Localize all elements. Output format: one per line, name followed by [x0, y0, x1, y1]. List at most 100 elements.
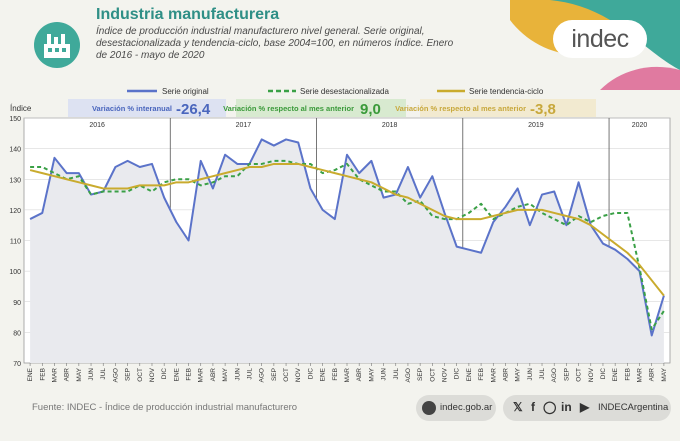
social-handle: INDECArgentina: [598, 402, 669, 413]
x-tick-label: OCT: [429, 368, 436, 382]
plot-area: 70 80 90 100 110 120 130 140 150 2016 2017 2018 2019…: [9, 116, 671, 383]
x-tick-label: ENE: [173, 367, 180, 381]
factory-icon: [34, 22, 80, 68]
x-tick-label: MAR: [637, 368, 644, 383]
year-label: 2018: [382, 122, 398, 129]
stat-value: 9,0: [360, 101, 381, 118]
stat-box: [420, 99, 596, 117]
x-tick-label: JUL: [539, 368, 546, 380]
x-tick-label: ABR: [649, 368, 656, 382]
stat-label: Variación % respecto al mes anterior: [395, 104, 526, 113]
legend-row: Serie original Serie desestacionalizada …: [127, 87, 544, 96]
x-tick-label: DIC: [161, 368, 168, 380]
x-tick-label: MAR: [490, 368, 497, 383]
website-label: indec.gob.ar: [440, 402, 493, 413]
x-tick-label: ENE: [27, 367, 34, 381]
x-tick-label: FEB: [186, 368, 193, 381]
y-tick-label: 80: [13, 330, 21, 337]
x-tick-label: DIC: [307, 368, 314, 380]
x-tick-label: MAY: [515, 367, 522, 381]
x-tick-label: JUN: [527, 368, 534, 381]
x-tick-label: NOV: [588, 367, 595, 382]
x-tick-label: MAY: [368, 367, 375, 381]
x-tick-label: NOV: [295, 367, 302, 382]
y-tick-label: 150: [9, 116, 21, 123]
x-tick-label: SEP: [417, 368, 424, 381]
year-label: 2016: [89, 122, 105, 129]
x-tick-label: ABR: [502, 368, 509, 382]
x-tick-label: NOV: [442, 367, 449, 382]
stat-value: -3,8: [530, 101, 556, 118]
x-tick-label: ENE: [612, 367, 619, 381]
page-title: Industria manufacturera: [96, 6, 280, 23]
stat-box: [236, 99, 406, 117]
x-tick-label: JUL: [393, 368, 400, 380]
stat-value: -26,4: [176, 101, 211, 118]
x-tick-label: ABR: [64, 368, 71, 382]
y-tick-label: 90: [13, 300, 21, 307]
series-trend-line: [29, 162, 665, 297]
y-tick-label: 130: [9, 177, 21, 184]
x-tick-label: FEB: [624, 368, 631, 381]
stat-label: Variación % respecto al mes anterior: [223, 104, 354, 113]
x-tick-label: JUL: [100, 368, 107, 380]
x-tick-label: AGO: [551, 368, 558, 382]
x-tick-label: SEP: [125, 368, 132, 381]
x-tick-label: MAR: [51, 368, 58, 383]
stat-label: Variación % interanual: [92, 104, 172, 113]
brand-logo: indec: [571, 25, 629, 53]
chart: Serie original Serie desestacionalizada …: [9, 87, 671, 383]
x-tick-label: JUL: [246, 368, 253, 380]
x-tick-label: OCT: [283, 368, 290, 382]
x-tick-label: MAY: [661, 367, 668, 381]
x-tick-label: MAY: [222, 367, 229, 381]
page-subtitle: Índice de producción industrial manufact…: [96, 26, 454, 61]
x-tick-label: FEB: [332, 368, 339, 381]
x-tick-label: MAR: [198, 368, 205, 383]
year-label: 2020: [632, 122, 648, 129]
x-tick-label: ENE: [466, 367, 473, 381]
globe-icon: [422, 401, 436, 415]
twitter-icon[interactable]: 𝕏: [513, 400, 523, 414]
series-original-line: [29, 138, 665, 337]
linkedin-icon[interactable]: in: [561, 400, 572, 414]
website-link[interactable]: indec.gob.ar: [416, 395, 496, 421]
stat-interanual: Variación % interanual -26,4: [68, 99, 226, 118]
youtube-icon[interactable]: ▶: [580, 400, 590, 414]
x-tick-label: JUN: [381, 368, 388, 381]
x-tick-label: FEB: [478, 368, 485, 381]
y-tick-label: 70: [13, 361, 21, 368]
y-tick-label: 110: [10, 239, 21, 246]
x-tick-label: MAY: [76, 367, 83, 381]
stat-box: [68, 99, 226, 117]
x-tick-label: FEB: [39, 368, 46, 381]
instagram-icon[interactable]: ◯: [543, 400, 557, 414]
stat-sa: Variación % respecto al mes anterior 9,0: [223, 99, 406, 118]
year-label: 2019: [528, 122, 544, 129]
y-tick-label: 100: [9, 269, 21, 276]
x-tick-label: SEP: [563, 368, 570, 381]
brand-pill: [553, 20, 647, 58]
stat-trend: Variación % respecto al mes anterior -3,…: [395, 99, 596, 118]
source-text: Fuente: INDEC - Índice de producción ind…: [32, 402, 298, 413]
legend-label-trend: Serie tendencia-ciclo: [469, 87, 544, 96]
x-tick-label: ABR: [210, 368, 217, 382]
y-axis-label: Índice: [10, 104, 32, 113]
original-area: [30, 139, 664, 363]
x-tick-label: OCT: [576, 368, 583, 382]
social-links: 𝕏 f ◯ in ▶ INDECArgentina: [503, 395, 671, 421]
y-tick-label: 140: [9, 147, 21, 154]
x-tick-label: AGO: [405, 368, 412, 382]
legend-label-original: Serie original: [162, 87, 209, 96]
x-tick-label: ABR: [356, 368, 363, 382]
y-tick-label: 120: [9, 208, 21, 215]
x-tick-label: JUN: [234, 368, 241, 381]
x-tick-label: AGO: [259, 368, 266, 382]
x-tick-label: DIC: [454, 368, 461, 380]
x-tick-label: OCT: [137, 368, 144, 382]
facebook-icon[interactable]: f: [531, 400, 535, 414]
x-tick-label: DIC: [600, 368, 607, 380]
year-label: 2017: [236, 122, 252, 129]
x-tick-label: NOV: [149, 367, 156, 382]
x-tick-label: AGO: [112, 368, 119, 382]
